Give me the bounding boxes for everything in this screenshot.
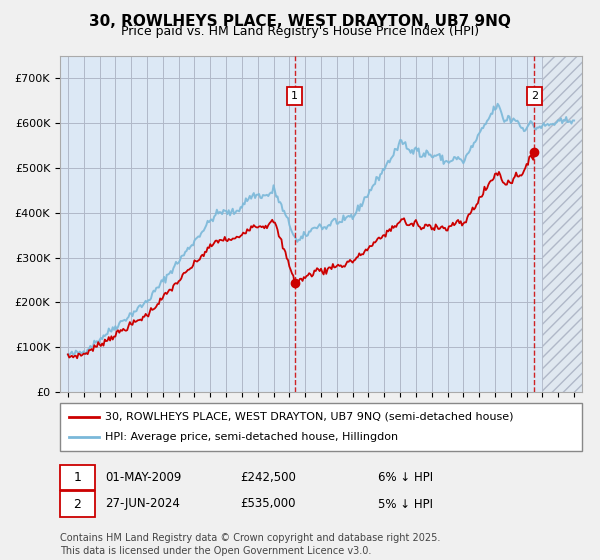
Text: Contains HM Land Registry data © Crown copyright and database right 2025.
This d: Contains HM Land Registry data © Crown c… [60,533,440,556]
Text: £535,000: £535,000 [240,497,296,511]
Text: 2: 2 [73,497,82,511]
Text: £242,500: £242,500 [240,470,296,484]
Text: 5% ↓ HPI: 5% ↓ HPI [378,497,433,511]
Text: 1: 1 [73,470,82,484]
Text: Price paid vs. HM Land Registry's House Price Index (HPI): Price paid vs. HM Land Registry's House … [121,25,479,38]
Text: 1: 1 [291,91,298,101]
Text: 2: 2 [530,91,538,101]
Text: 01-MAY-2009: 01-MAY-2009 [105,470,181,484]
Text: 6% ↓ HPI: 6% ↓ HPI [378,470,433,484]
Text: 30, ROWLHEYS PLACE, WEST DRAYTON, UB7 9NQ (semi-detached house): 30, ROWLHEYS PLACE, WEST DRAYTON, UB7 9N… [105,412,514,422]
Text: 30, ROWLHEYS PLACE, WEST DRAYTON, UB7 9NQ: 30, ROWLHEYS PLACE, WEST DRAYTON, UB7 9N… [89,14,511,29]
Bar [542,56,582,392]
Text: HPI: Average price, semi-detached house, Hillingdon: HPI: Average price, semi-detached house,… [105,432,398,442]
Text: 27-JUN-2024: 27-JUN-2024 [105,497,180,511]
